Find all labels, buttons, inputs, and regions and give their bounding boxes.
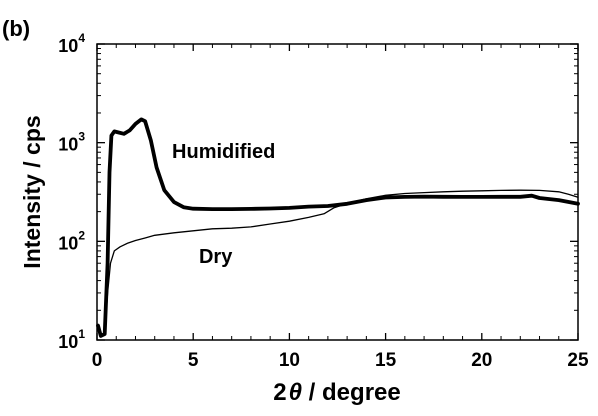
y-tick-label: 102 — [58, 228, 85, 253]
x-tick-label: 15 — [375, 350, 397, 371]
plot-frame — [96, 43, 579, 341]
panel-label: (b) — [2, 16, 30, 41]
x-tick-label: 5 — [188, 350, 199, 371]
x-tick-label: 25 — [567, 350, 589, 371]
y-axis-title: Intensity / cps — [19, 115, 45, 268]
x-tick-label: 0 — [92, 350, 103, 371]
series-label-humidified: Humidified — [172, 141, 275, 163]
labels-group: Humidified Dry 2θ / degree Intensity / cps — [19, 115, 401, 406]
x-axis-title: 2θ / degree — [273, 379, 400, 406]
axis-ticks: 0 5 10 15 20 25 101 102 103 104 — [58, 31, 589, 371]
x-tick-label: 20 — [471, 350, 492, 371]
series-line-humidified — [96, 117, 580, 338]
series-line-dry — [97, 189, 579, 335]
y-tick-label: 101 — [58, 327, 85, 352]
y-tick-label: 103 — [58, 130, 85, 155]
x-tick-label: 10 — [279, 350, 300, 371]
series-group — [96, 117, 580, 338]
y-tick-label: 104 — [58, 31, 85, 56]
series-label-dry: Dry — [199, 246, 233, 268]
